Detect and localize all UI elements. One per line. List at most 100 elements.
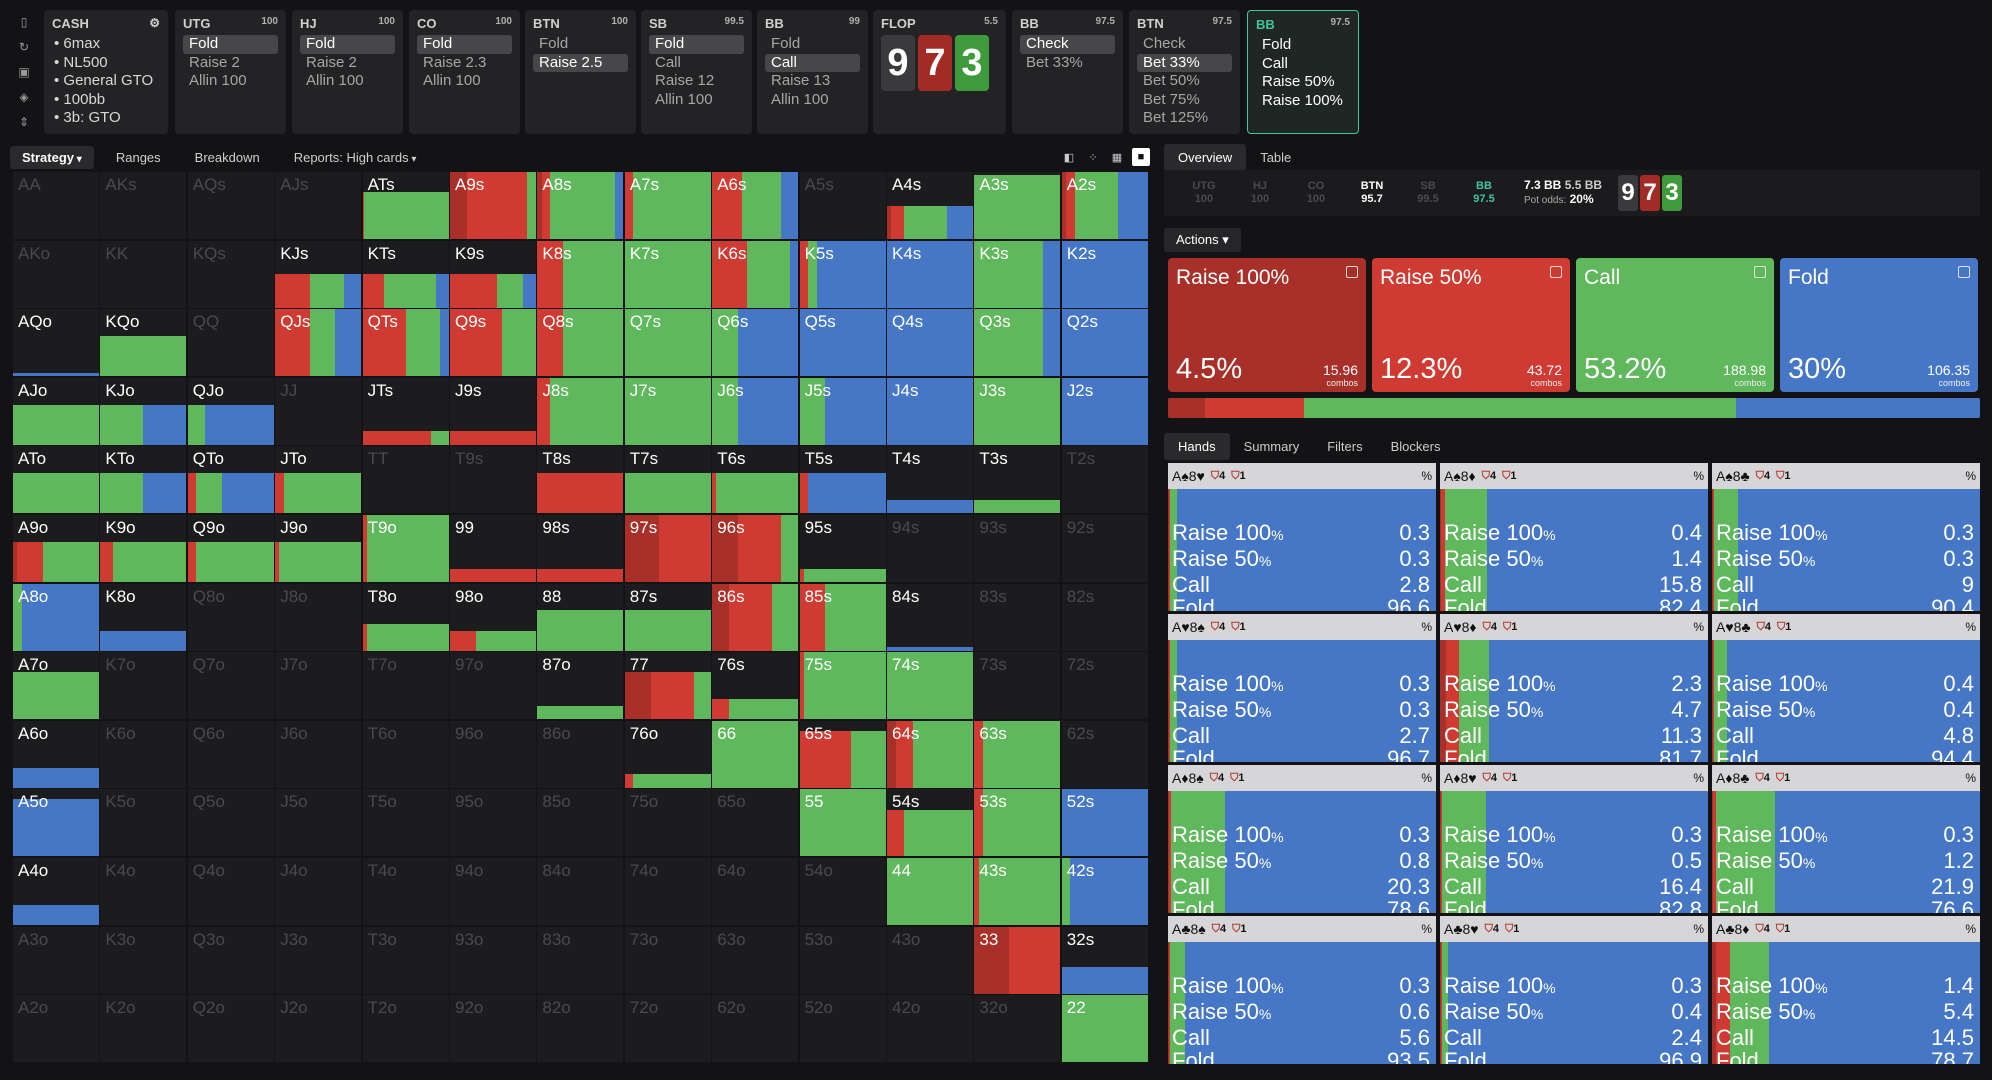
hand-cell[interactable]: AKo xyxy=(13,240,99,308)
hand-cell[interactable]: 65s xyxy=(799,720,886,788)
action-box-bb[interactable]: BB 99 Fold Call Raise 13 Allin 100 xyxy=(757,10,868,134)
hand-cell[interactable]: 33 xyxy=(974,926,1061,994)
hand-cell[interactable]: T8s xyxy=(537,446,624,514)
hand-cell[interactable]: 85o xyxy=(537,789,624,857)
hand-cell[interactable]: 77 xyxy=(624,652,711,720)
action-option[interactable]: Allin 100 xyxy=(655,90,713,108)
action-option[interactable]: Fold xyxy=(183,35,278,54)
action-box-btn[interactable]: BTN 97.5 Check Bet 33% Bet 50% Bet 75% Bet 125… xyxy=(1129,10,1240,134)
hand-cell[interactable]: J3o xyxy=(275,926,362,994)
hand-cell[interactable]: 97s xyxy=(624,515,711,582)
hand-combo-card[interactable]: A♣8♥ ⛉4 ⛉1% Raise 100% 0.3 Raise 50% 0.4 Call 2.… xyxy=(1440,916,1708,1064)
action-option[interactable]: Fold xyxy=(649,35,744,54)
save-icon[interactable]: ▣ xyxy=(18,65,30,79)
hand-cell[interactable]: K9o xyxy=(100,515,187,582)
action-option[interactable]: Allin 100 xyxy=(423,72,481,89)
hand-cell[interactable]: KJs xyxy=(275,240,362,308)
hand-cell[interactable]: 93o xyxy=(450,926,536,994)
hand-cell[interactable]: AA xyxy=(13,172,99,239)
action-box-bb[interactable]: BB 97.5 Check Bet 33% xyxy=(1012,10,1123,134)
hand-cell[interactable]: 94o xyxy=(450,858,536,925)
hand-cell[interactable]: J4o xyxy=(275,858,362,925)
hand-cell[interactable]: T9s xyxy=(450,446,536,514)
action-card-fold[interactable]: Fold 30% 106.35 combos xyxy=(1780,258,1978,392)
hand-cell[interactable]: T8o xyxy=(362,583,449,651)
hand-cell[interactable]: 96o xyxy=(450,720,536,788)
action-option[interactable]: Allin 100 xyxy=(189,72,247,89)
bookmark-icon[interactable]: ▯ xyxy=(20,15,28,29)
hand-cell[interactable]: J5s xyxy=(799,377,886,445)
hand-cell[interactable]: 87o xyxy=(537,652,624,720)
hand-cell[interactable]: A5s xyxy=(799,172,886,239)
hand-cell[interactable]: 92o xyxy=(450,995,536,1063)
action-box-btn[interactable]: BTN 100 Fold Raise 2.5 xyxy=(525,10,636,134)
action-option[interactable]: Raise 2 xyxy=(189,53,240,71)
hand-cell[interactable]: 82o xyxy=(537,995,624,1063)
hand-cell[interactable]: AQs xyxy=(187,172,274,239)
hand-cell[interactable]: K3o xyxy=(100,926,187,994)
hand-cell[interactable]: 42o xyxy=(887,995,973,1063)
hand-cell[interactable]: K4o xyxy=(100,858,187,925)
note-icon[interactable] xyxy=(1550,266,1562,278)
hand-cell[interactable]: 52o xyxy=(799,995,886,1063)
hand-cell[interactable]: K2s xyxy=(1061,240,1148,308)
hand-cell[interactable]: 72o xyxy=(624,995,711,1063)
tab-strategy[interactable]: Strategy ▾ xyxy=(10,145,94,169)
hand-cell[interactable]: J6s xyxy=(712,377,799,445)
hand-cell[interactable]: 42s xyxy=(1061,858,1148,925)
hand-cell[interactable]: 54o xyxy=(799,858,886,925)
action-option[interactable]: Raise 2.5 xyxy=(533,53,628,72)
note-icon[interactable] xyxy=(1754,266,1766,278)
action-option[interactable]: Bet 33% xyxy=(1026,53,1083,71)
action-box-utg[interactable]: UTG 100 Fold Raise 2 Allin 100 xyxy=(175,10,286,134)
hand-cell[interactable]: Q4s xyxy=(887,309,973,377)
cash-settings-box[interactable]: CASH ⚙ • 6max • NL500 • General GTO • 100bb • … xyxy=(44,10,168,134)
hand-cell[interactable]: 87s xyxy=(624,583,711,651)
hand-cell[interactable]: 32o xyxy=(974,995,1061,1063)
action-option[interactable]: Raise 13 xyxy=(771,72,831,89)
hand-cell[interactable]: A9o xyxy=(13,515,99,582)
hand-cell[interactable]: A6o xyxy=(13,720,99,788)
hand-cell[interactable]: 84o xyxy=(537,858,624,925)
hand-cell[interactable]: A3o xyxy=(13,926,99,994)
hand-cell[interactable]: T6o xyxy=(362,720,449,788)
grid-medium-icon[interactable]: ▦ xyxy=(1111,151,1123,164)
hand-cell[interactable]: 73o xyxy=(624,926,711,994)
hand-cell[interactable]: 92s xyxy=(1061,515,1148,582)
hand-combo-card[interactable]: A♥8♠ ⛉4 ⛉1% Raise 100% 0.3 Raise 50% 0.3 Call 2.… xyxy=(1168,614,1436,762)
action-box-bb[interactable]: BB 97.5 Fold Call Raise 50% Raise 100% xyxy=(1247,10,1359,134)
hand-cell[interactable]: T4o xyxy=(362,858,449,925)
hand-cell[interactable]: KQo xyxy=(100,309,187,377)
hand-cell[interactable]: J6o xyxy=(275,720,362,788)
hand-cell[interactable]: T7s xyxy=(624,446,711,514)
hand-cell[interactable]: Q5o xyxy=(187,789,274,857)
hand-cell[interactable]: 43o xyxy=(887,926,973,994)
note-icon[interactable] xyxy=(1958,266,1970,278)
hand-cell[interactable]: T4s xyxy=(887,446,973,514)
hand-cell[interactable]: Q2s xyxy=(1061,309,1148,377)
hand-cell[interactable]: QTo xyxy=(187,446,274,514)
hand-cell[interactable]: T9o xyxy=(362,515,449,582)
hand-cell[interactable]: A8o xyxy=(13,583,99,651)
action-option[interactable]: Fold xyxy=(771,35,801,52)
gear-icon[interactable]: ⚙ xyxy=(149,16,160,30)
action-option[interactable]: Fold xyxy=(300,35,395,54)
hand-cell[interactable]: J2s xyxy=(1061,377,1148,445)
controller-icon[interactable]: ◈ xyxy=(19,90,29,104)
percent-toggle[interactable]: % xyxy=(1421,771,1432,785)
height-icon[interactable]: ⇕ xyxy=(18,115,30,129)
hand-cell[interactable]: Q6o xyxy=(187,720,274,788)
hand-cell[interactable]: 83o xyxy=(537,926,624,994)
hand-cell[interactable]: 62s xyxy=(1061,720,1148,788)
hand-cell[interactable]: 63s xyxy=(974,720,1061,788)
action-option[interactable]: Bet 125% xyxy=(1143,109,1209,126)
action-option[interactable]: Allin 100 xyxy=(771,90,829,108)
hand-cell[interactable]: 43s xyxy=(974,858,1061,925)
hand-cell[interactable]: K7o xyxy=(100,652,187,720)
hand-cell[interactable]: A4s xyxy=(887,172,973,239)
tab-reports[interactable]: Reports: High cards ▾ xyxy=(282,146,429,169)
percent-toggle[interactable]: % xyxy=(1421,620,1432,634)
hand-cell[interactable]: A3s xyxy=(974,172,1061,239)
hand-cell[interactable]: T3o xyxy=(362,926,449,994)
hand-cell[interactable]: Q9s xyxy=(450,309,536,377)
